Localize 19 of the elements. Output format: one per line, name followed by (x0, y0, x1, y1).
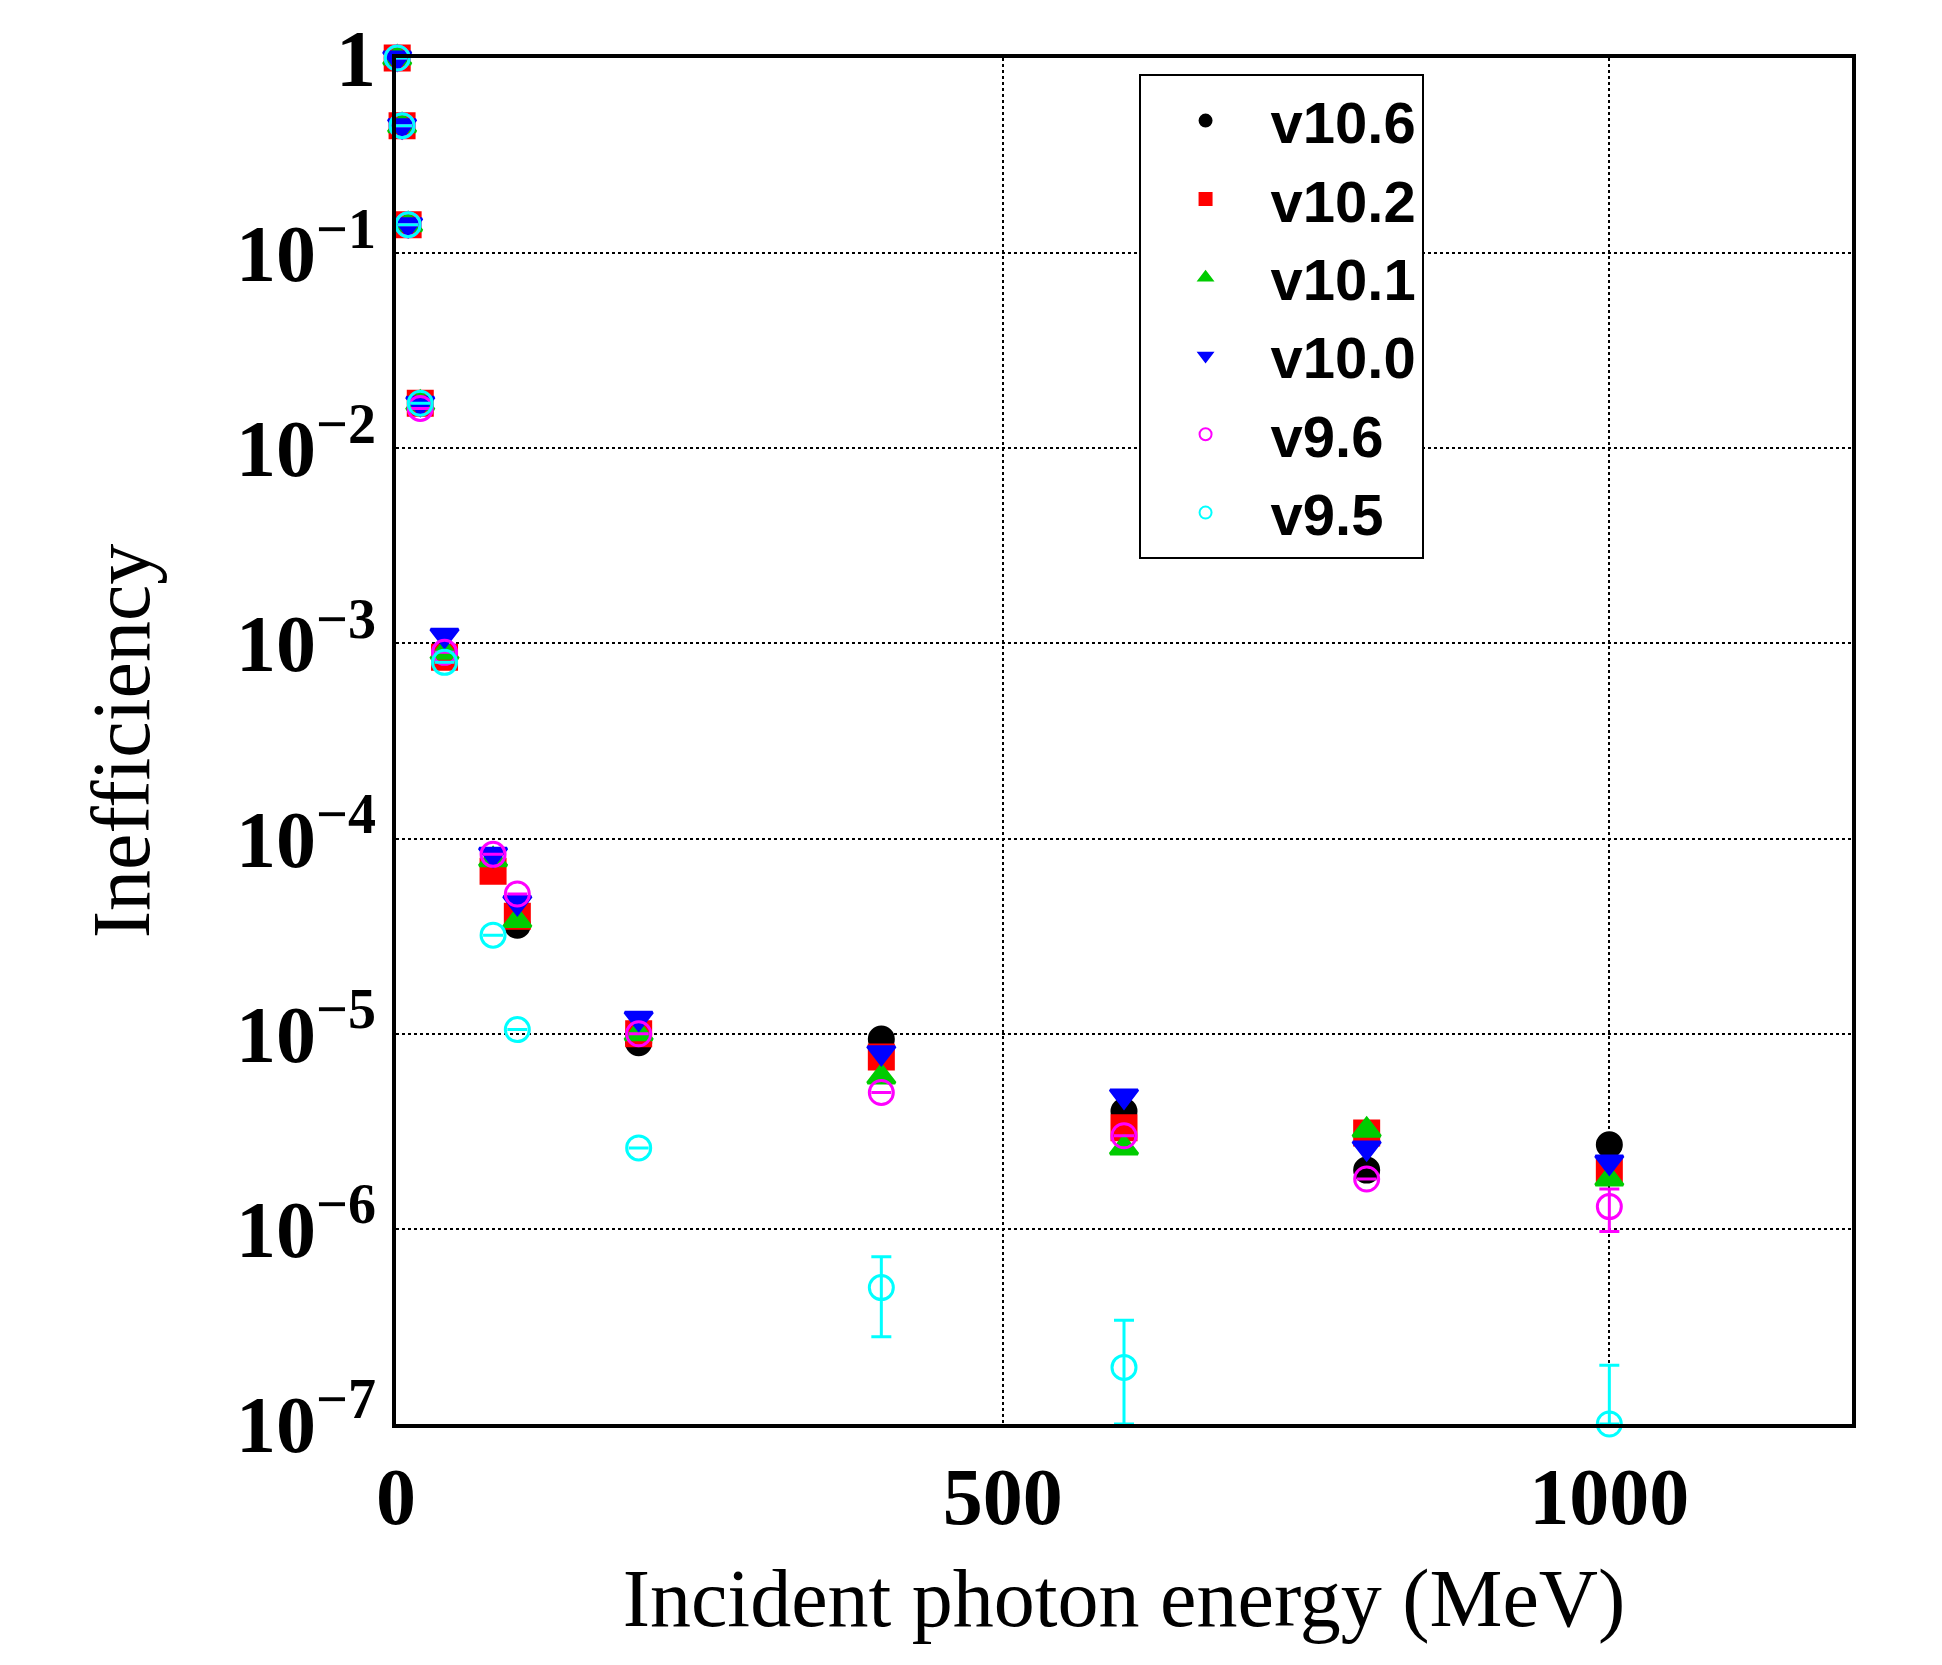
y-tick-label: 10$^{−4}$ (236, 782, 376, 884)
x-axis-title: Incident photon energy (MeV) (622, 1553, 1626, 1645)
y-tick-label: 10$^{−3}$ (236, 587, 376, 689)
x-tick-label: 1000 (1529, 1453, 1690, 1541)
x-tick-label: 0 (376, 1453, 416, 1541)
legend-label: v10.1 (1270, 247, 1416, 313)
y-tick-label: 10$^{−6}$ (236, 1173, 376, 1274)
legend-label: v10.0 (1270, 325, 1416, 391)
legend-label: v9.6 (1270, 403, 1384, 469)
y-tick-label: 10$^{−1}$ (236, 197, 376, 299)
y-tick-label: 1 (336, 15, 376, 103)
y-tick-label: 10$^{−7}$ (236, 1368, 376, 1469)
x-tick-label: 500 (942, 1453, 1063, 1541)
legend-label: v9.5 (1270, 482, 1384, 548)
legend-label: v10.6 (1270, 90, 1416, 156)
y-axis-title: Inefficiency (76, 543, 168, 939)
y-tick-label: 10$^{−5}$ (236, 978, 376, 1079)
y-tick-label: 10$^{−2}$ (236, 392, 376, 494)
legend-label: v10.2 (1270, 168, 1416, 234)
